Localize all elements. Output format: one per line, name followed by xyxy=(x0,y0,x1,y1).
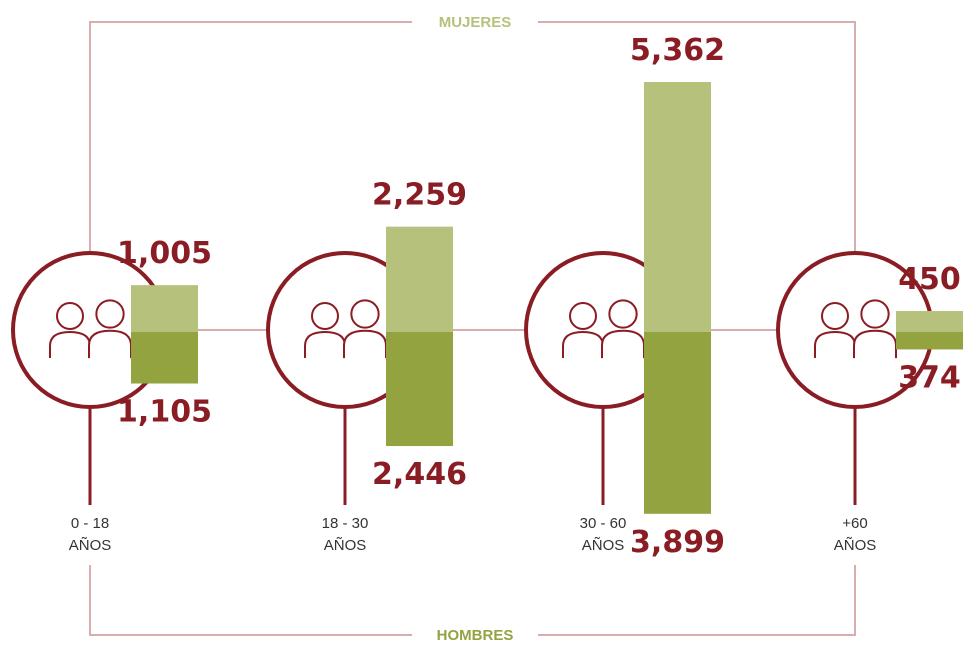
icon xyxy=(776,251,934,409)
category-label: AÑOS xyxy=(834,537,877,554)
bar xyxy=(131,285,198,332)
frame xyxy=(89,21,856,636)
icon-body xyxy=(853,329,897,359)
category-label: 30 - 60 xyxy=(580,515,627,532)
legend-men: HOMBRES xyxy=(437,627,514,644)
bar xyxy=(644,332,711,514)
value-label: 2,259 xyxy=(372,178,467,213)
category-label: +60 xyxy=(842,515,867,532)
icon-head xyxy=(569,302,597,330)
icon-head xyxy=(821,302,849,330)
value-label: 3,899 xyxy=(630,525,725,560)
value-label: 450 xyxy=(898,262,961,297)
icon-head xyxy=(350,299,380,329)
value-label: 5,362 xyxy=(630,33,725,68)
icon-body xyxy=(49,330,91,358)
category-label: AÑOS xyxy=(324,537,367,554)
value-label: 1,105 xyxy=(117,395,212,430)
icon-body xyxy=(304,330,346,358)
category-label: 18 - 30 xyxy=(322,515,369,532)
icon xyxy=(524,251,682,409)
icon-head xyxy=(608,299,638,329)
icon-head xyxy=(311,302,339,330)
value-label: 374 xyxy=(898,360,961,395)
icon-head xyxy=(860,299,890,329)
icon-head xyxy=(56,302,84,330)
value-label: 2,446 xyxy=(372,457,467,492)
frame-top xyxy=(89,21,856,255)
category-label: AÑOS xyxy=(69,537,112,554)
bar xyxy=(131,332,198,384)
frame-bottom xyxy=(89,565,856,636)
category-label: AÑOS xyxy=(582,537,625,554)
icon-body xyxy=(88,329,132,359)
icon xyxy=(11,251,169,409)
icon-body xyxy=(562,330,604,358)
bar xyxy=(896,332,963,350)
plot: 0 - 18 AÑOS 1,005 1,105 18 - 30 AÑOS 2,259 2,44… xyxy=(11,33,963,560)
icon-body xyxy=(601,329,645,359)
icon xyxy=(266,251,424,409)
bar xyxy=(644,82,711,332)
bar xyxy=(386,226,453,332)
legend-women: MUJERES xyxy=(439,14,512,31)
icon-body xyxy=(814,330,856,358)
value-label: 1,005 xyxy=(117,236,212,271)
bar xyxy=(896,311,963,332)
icon-head xyxy=(95,299,125,329)
bar xyxy=(386,332,453,447)
icon-body xyxy=(343,329,387,359)
category-label: 0 - 18 xyxy=(71,515,109,532)
